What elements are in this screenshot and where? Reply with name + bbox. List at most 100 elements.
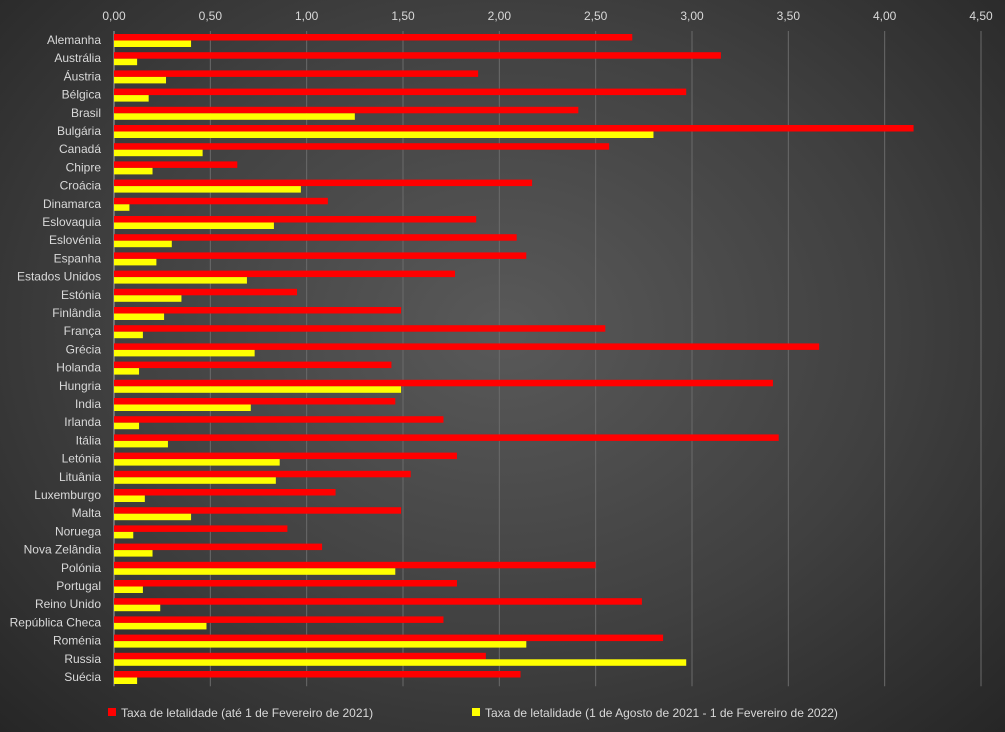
y-category-label: Bélgica — [62, 88, 102, 102]
bar-yellow — [114, 313, 165, 320]
bar-yellow — [114, 622, 207, 630]
y-category-label: Espanha — [54, 251, 102, 265]
y-category-label: Suécia — [64, 670, 101, 684]
x-tick-label: 4,50 — [969, 9, 993, 23]
y-category-label: Bulgária — [57, 124, 101, 138]
bar-yellow — [114, 568, 396, 575]
bar-red — [114, 580, 457, 587]
bar-red — [114, 88, 687, 96]
y-category-label: Hungria — [59, 379, 101, 393]
bar-yellow — [114, 531, 134, 539]
bar-red — [114, 288, 298, 296]
bar-red — [114, 34, 633, 41]
bar-yellow — [114, 258, 157, 266]
bar-red — [114, 197, 328, 205]
y-category-label: Croácia — [60, 179, 102, 193]
y-category-label: Chipre — [66, 160, 102, 174]
bar-red — [114, 125, 914, 132]
bar-red — [114, 470, 411, 478]
y-category-label: Canadá — [59, 142, 101, 156]
y-category-label: França — [64, 324, 102, 338]
bar-red — [114, 543, 323, 551]
x-tick-label: 2,50 — [584, 9, 608, 23]
bar-red — [114, 343, 820, 350]
bar-yellow — [114, 204, 130, 211]
x-tick-label: 1,00 — [295, 9, 319, 23]
bar-yellow — [114, 222, 274, 229]
bar-yellow — [114, 604, 161, 612]
bar-red — [114, 252, 527, 259]
legend-swatch — [472, 708, 480, 716]
bar-yellow — [114, 76, 167, 84]
y-category-label: Eslovaquia — [42, 215, 101, 229]
y-category-label: Finlândia — [52, 306, 101, 320]
y-category-label: Estónia — [61, 288, 101, 302]
y-category-label: Nova Zelândia — [24, 543, 102, 557]
bar-red — [114, 561, 596, 569]
y-category-label: Malta — [72, 506, 102, 520]
bar-yellow — [114, 240, 172, 248]
bar-yellow — [114, 368, 140, 375]
x-tick-label: 4,00 — [873, 9, 897, 23]
bar-yellow — [114, 40, 192, 47]
y-category-label: Lituânia — [59, 470, 101, 484]
bar-red — [114, 234, 517, 241]
y-category-label: Dinamarca — [43, 197, 101, 211]
bar-yellow — [114, 459, 280, 466]
bar-red — [114, 270, 456, 278]
bar-yellow — [114, 386, 402, 393]
x-tick-label: 1,50 — [391, 9, 415, 23]
bar-yellow — [114, 113, 355, 120]
bar-yellow — [114, 131, 654, 138]
bar-yellow — [114, 331, 143, 339]
bar-yellow — [114, 422, 140, 430]
bar-yellow — [114, 495, 145, 502]
bar-yellow — [114, 477, 276, 484]
legend-label: Taxa de letalidade (até 1 de Fevereiro d… — [121, 706, 373, 720]
bar-yellow — [114, 550, 153, 557]
bar-red — [114, 379, 773, 387]
bar-red — [114, 361, 392, 369]
bar-red — [114, 307, 402, 314]
bar-red — [114, 106, 579, 114]
y-category-label: Letónia — [62, 452, 102, 466]
bar-yellow — [114, 659, 687, 666]
bar-yellow — [114, 95, 149, 102]
bar-yellow — [114, 277, 247, 284]
y-category-label: Portugal — [56, 579, 101, 593]
y-category-label: Russia — [64, 652, 101, 666]
bar-yellow — [114, 586, 143, 593]
bar-yellow — [114, 677, 138, 684]
legend-swatch — [108, 708, 116, 716]
bar-red — [114, 616, 444, 623]
bar-red — [114, 70, 479, 77]
x-tick-label: 0,00 — [102, 9, 126, 23]
bar-yellow — [114, 167, 153, 175]
bar-yellow — [114, 295, 182, 302]
y-category-label: Polónia — [61, 561, 101, 575]
bar-red — [114, 598, 642, 605]
bar-red — [114, 525, 288, 532]
bar-red — [114, 216, 477, 223]
bar-yellow — [114, 186, 301, 193]
bar-red — [114, 143, 610, 150]
bar-yellow — [114, 513, 192, 521]
bar-yellow — [114, 404, 251, 411]
y-category-label: Estados Unidos — [17, 270, 101, 284]
bar-red — [114, 489, 336, 496]
x-tick-label: 3,50 — [777, 9, 801, 23]
bar-yellow — [114, 349, 255, 357]
bar-red — [114, 634, 664, 642]
x-tick-label: 2,00 — [488, 9, 512, 23]
y-category-label: Luxemburgo — [34, 488, 101, 502]
y-category-label: Irlanda — [64, 415, 101, 429]
y-category-label: Roménia — [53, 634, 101, 648]
x-tick-label: 3,00 — [680, 9, 704, 23]
y-category-label: Áustria — [64, 68, 102, 83]
bar-yellow — [114, 58, 138, 66]
y-category-label: Noruega — [55, 524, 101, 538]
legend-label: Taxa de letalidade (1 de Agosto de 2021 … — [485, 706, 838, 720]
y-category-label: Eslovénia — [49, 233, 101, 247]
bar-red — [114, 434, 779, 441]
